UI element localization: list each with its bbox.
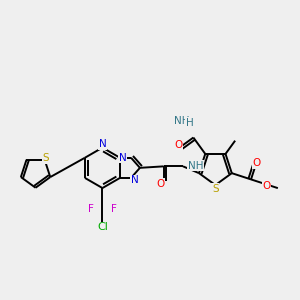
- Text: NH: NH: [188, 161, 203, 171]
- Text: S: S: [43, 153, 50, 163]
- Text: F: F: [111, 204, 117, 214]
- Text: N: N: [131, 175, 138, 185]
- Text: N: N: [99, 139, 106, 149]
- Text: H: H: [186, 118, 194, 128]
- Text: F: F: [88, 204, 94, 214]
- Text: O: O: [253, 158, 261, 169]
- Text: S: S: [212, 184, 219, 194]
- Text: O: O: [262, 182, 271, 191]
- Text: Cl: Cl: [97, 222, 108, 232]
- Text: O: O: [174, 140, 183, 150]
- Text: NH: NH: [174, 116, 190, 126]
- Text: O: O: [156, 178, 164, 189]
- Text: N: N: [119, 153, 127, 163]
